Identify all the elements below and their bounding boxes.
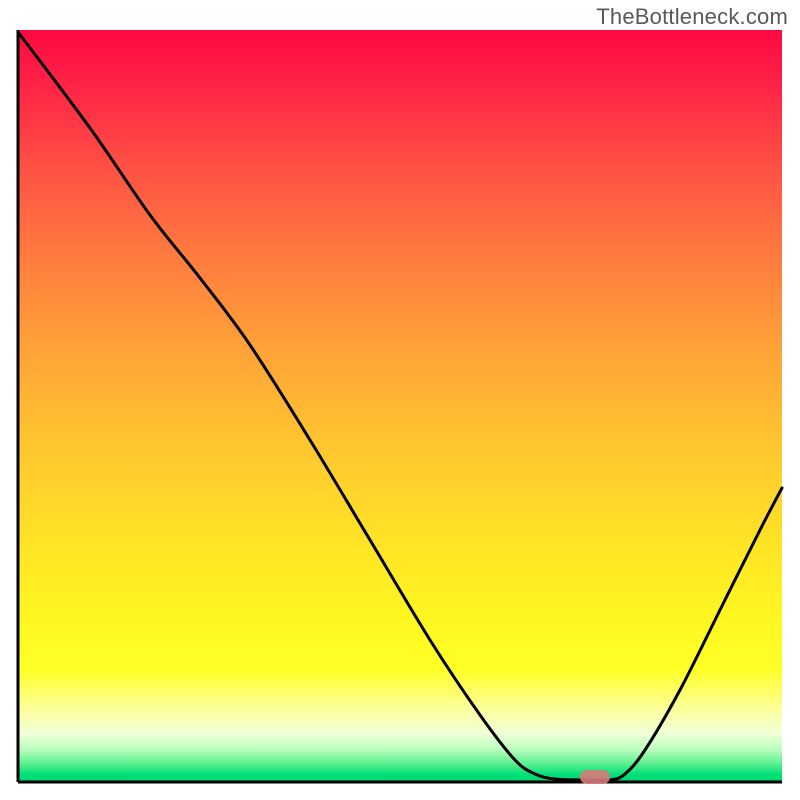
plot-background bbox=[18, 30, 782, 782]
optimal-marker bbox=[580, 770, 610, 784]
watermark-text: TheBottleneck.com bbox=[596, 4, 788, 30]
chart-container: TheBottleneck.com bbox=[0, 0, 800, 800]
bottleneck-chart bbox=[0, 0, 800, 800]
